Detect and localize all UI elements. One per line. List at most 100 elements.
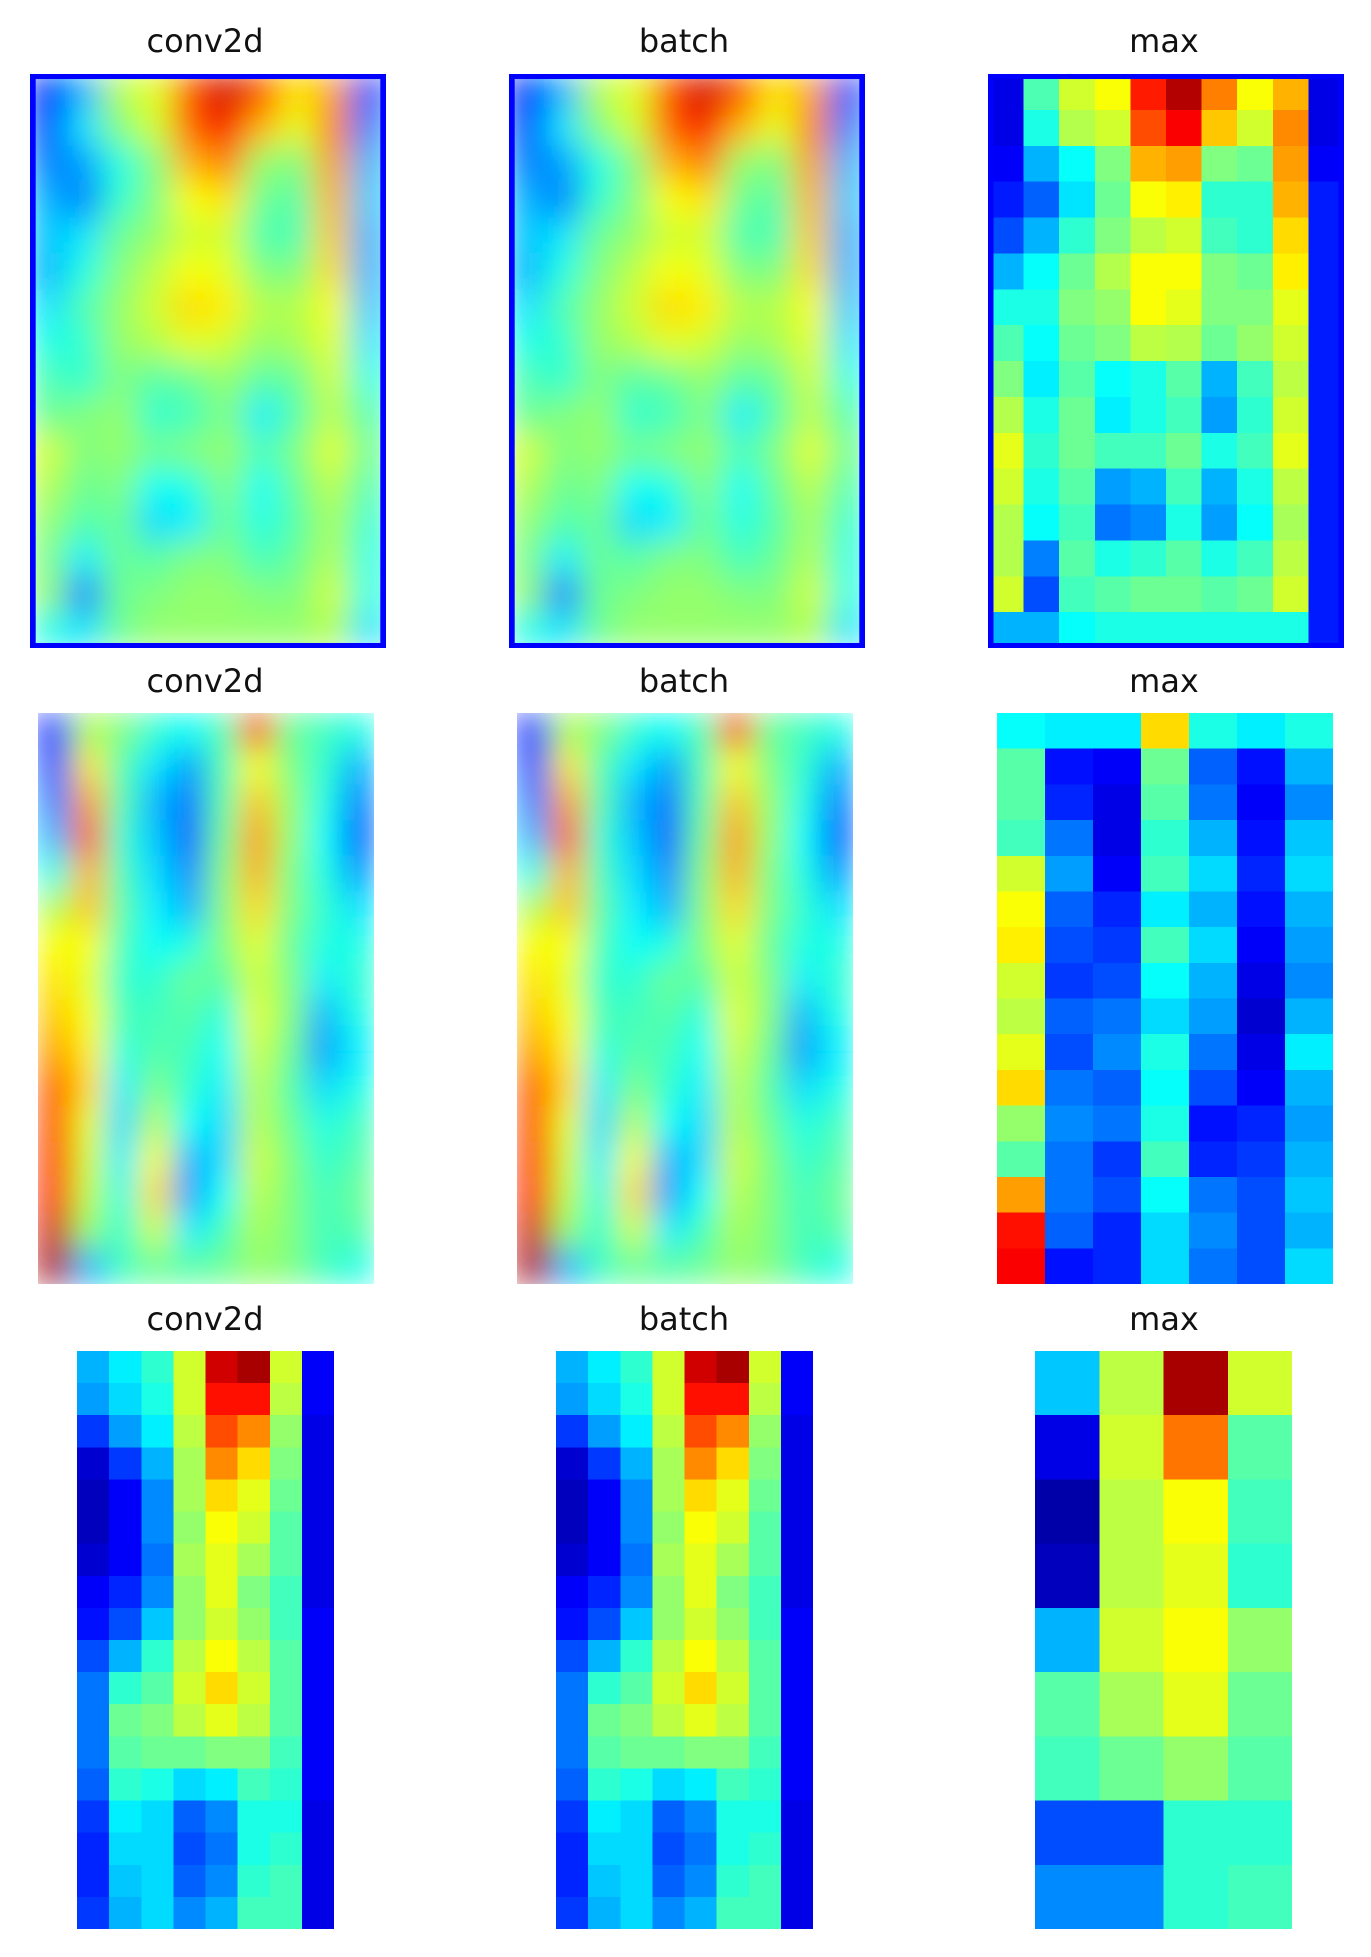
heatmap-cell bbox=[1272, 540, 1310, 577]
heatmap-cell bbox=[1166, 540, 1203, 577]
heatmap-cell bbox=[651, 253, 688, 290]
heatmap-cell bbox=[237, 1351, 271, 1384]
heatmap-cell bbox=[340, 1176, 374, 1214]
heatmap-cell bbox=[780, 1511, 813, 1545]
heatmap-cell bbox=[279, 361, 316, 398]
heatmap-cell bbox=[243, 396, 280, 434]
heatmap-cell bbox=[748, 1575, 782, 1609]
heatmap-cell bbox=[1035, 1479, 1101, 1545]
heatmap-cell bbox=[517, 748, 552, 786]
heatmap-cell bbox=[109, 1736, 142, 1770]
heatmap-cell bbox=[722, 325, 759, 362]
heatmap-cell bbox=[101, 145, 138, 183]
heatmap-cell bbox=[38, 748, 73, 786]
heatmap-cell bbox=[1285, 1248, 1333, 1284]
heatmap-cell bbox=[517, 820, 552, 857]
heatmap-cell bbox=[173, 1736, 207, 1770]
heatmap-cell bbox=[1166, 396, 1203, 434]
heatmap-cell bbox=[136, 540, 174, 577]
heatmap-cell bbox=[314, 109, 352, 147]
heatmap-cell bbox=[138, 820, 174, 857]
heatmap-cell bbox=[550, 784, 585, 821]
heatmap-cell bbox=[1094, 109, 1132, 147]
heatmap-cell bbox=[306, 1212, 342, 1250]
heatmap-cell bbox=[588, 1351, 621, 1384]
heatmap-cell bbox=[1189, 927, 1238, 964]
heatmap-cell bbox=[584, 820, 619, 857]
heatmap-cell bbox=[301, 1736, 334, 1770]
heatmap-cell bbox=[136, 217, 174, 255]
heatmap-cell bbox=[172, 1034, 207, 1071]
heatmap-cell bbox=[1094, 612, 1132, 648]
heatmap-cell bbox=[141, 1832, 175, 1866]
heatmap-cell bbox=[301, 1511, 334, 1545]
heatmap-cell bbox=[684, 1704, 718, 1737]
heatmap-cell bbox=[30, 289, 67, 326]
heatmap-cell bbox=[314, 325, 352, 362]
heatmap-cell bbox=[652, 1383, 686, 1416]
heatmap-cell bbox=[301, 1640, 334, 1673]
heatmap-cell bbox=[1237, 927, 1286, 964]
heatmap-cell bbox=[239, 891, 274, 928]
heatmap-cell bbox=[306, 891, 342, 928]
heatmap-cell bbox=[1141, 1212, 1190, 1250]
heatmap-cell bbox=[550, 1034, 585, 1071]
heatmap-cell bbox=[239, 855, 274, 893]
heatmap-cell bbox=[1201, 181, 1238, 219]
heatmap-cell bbox=[748, 1383, 782, 1416]
heatmap-cell bbox=[685, 1176, 720, 1214]
heatmap-cell bbox=[138, 1105, 174, 1142]
heatmap-cell bbox=[30, 74, 67, 111]
heatmap-cell bbox=[237, 1607, 271, 1641]
heatmap-cell bbox=[141, 1607, 175, 1641]
heatmap-cell bbox=[556, 1768, 589, 1802]
heatmap-cell bbox=[556, 1447, 589, 1481]
heatmap-cell bbox=[517, 962, 552, 1000]
heatmap-cell bbox=[172, 1105, 207, 1142]
heatmap-cell bbox=[819, 927, 853, 964]
heatmap-cell bbox=[588, 1832, 621, 1866]
heatmap-cell bbox=[1141, 855, 1190, 893]
heatmap-cell bbox=[71, 927, 106, 964]
heatmap-cell bbox=[71, 1034, 106, 1071]
heatmap-cell bbox=[620, 1768, 654, 1802]
heatmap-cell bbox=[239, 748, 274, 786]
heatmap-cell bbox=[685, 748, 720, 786]
heatmap-cell bbox=[65, 576, 102, 613]
heatmap-cell bbox=[718, 1105, 753, 1142]
heatmap-cell bbox=[350, 74, 386, 111]
heatmap-cell bbox=[279, 74, 316, 111]
heatmap-cell bbox=[758, 181, 795, 219]
heatmap-cell bbox=[1093, 1176, 1142, 1214]
heatmap-cell bbox=[780, 1768, 813, 1802]
heatmap-cell bbox=[350, 289, 386, 326]
heatmap-cell bbox=[685, 784, 720, 821]
heatmap-cell bbox=[580, 504, 617, 542]
heatmap-cell bbox=[758, 74, 795, 111]
heatmap-cell bbox=[716, 1415, 750, 1448]
heatmap-cell bbox=[71, 855, 106, 893]
heatmap-cell bbox=[685, 1069, 720, 1107]
heatmap-cell bbox=[1130, 612, 1167, 648]
heatmap-cell bbox=[30, 396, 67, 434]
heatmap-cell bbox=[172, 217, 209, 255]
heatmap-cell bbox=[340, 1034, 374, 1071]
heatmap-cell bbox=[65, 217, 102, 255]
heatmap-cell bbox=[1201, 74, 1238, 111]
heatmap-cell bbox=[77, 1447, 110, 1481]
heatmap-cell bbox=[509, 217, 546, 255]
heatmap-cell bbox=[793, 361, 831, 398]
heatmap-cell bbox=[580, 468, 617, 506]
heatmap-cell bbox=[748, 1896, 782, 1929]
heatmap-cell bbox=[1094, 396, 1132, 434]
heatmap-cell bbox=[758, 468, 795, 506]
heatmap-cell bbox=[785, 1212, 821, 1250]
heatmap-cell bbox=[301, 1800, 334, 1834]
heatmap-cell bbox=[1285, 998, 1333, 1035]
heatmap-cell bbox=[30, 612, 67, 648]
heatmap-cell bbox=[1023, 181, 1060, 219]
heatmap-cell bbox=[109, 1575, 142, 1609]
heatmap-cell bbox=[205, 1768, 239, 1802]
heatmap-cell bbox=[141, 1896, 175, 1929]
heatmap-cell bbox=[30, 181, 67, 219]
